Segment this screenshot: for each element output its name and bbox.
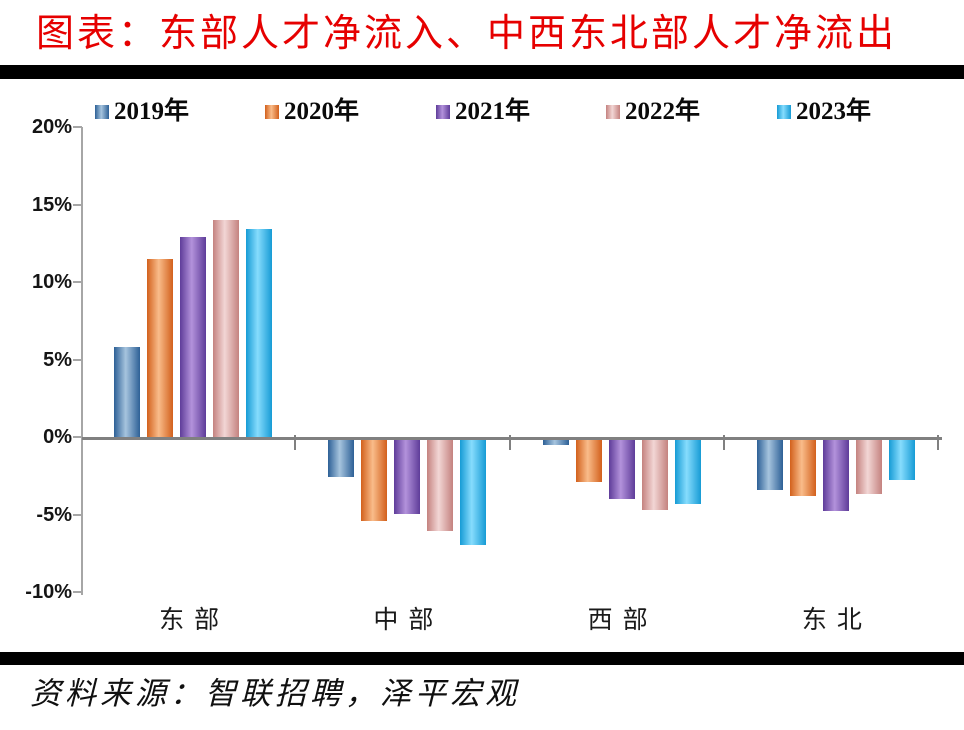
legend-swatch-icon [95, 105, 109, 119]
legend-label: 2019年 [114, 98, 190, 125]
bar-2020年-东北 [789, 440, 816, 496]
bar-2021年-东部 [180, 237, 206, 437]
category-label-东北: 东北 [801, 607, 872, 634]
y-axis-tick [73, 281, 82, 283]
bar-2021年-中部 [394, 440, 421, 515]
bar-2023年-西部 [674, 440, 701, 504]
bar-2019年-东北 [756, 440, 783, 490]
legend-item-2021年: 2021年 [436, 98, 530, 126]
legend-label: 2021年 [455, 98, 531, 125]
y-axis-line [81, 127, 83, 595]
x-axis-tick [508, 435, 511, 450]
category-label-东部: 东部 [159, 607, 230, 634]
bar-2022年-东部 [213, 220, 239, 437]
x-axis-tick [937, 435, 939, 450]
y-axis-tick-label: 15% [31, 193, 72, 216]
bar-2023年-东部 [246, 229, 272, 437]
bar-2019年-东部 [114, 347, 140, 437]
bar-2019年-中部 [328, 440, 355, 478]
y-axis-tick [73, 591, 82, 593]
y-axis-tick-label: 10% [31, 271, 72, 293]
y-axis-tick [73, 203, 82, 206]
legend-item-2023年: 2023年 [777, 98, 871, 126]
y-axis-tick-label: -5% [36, 503, 72, 526]
bar-2021年-西部 [608, 440, 635, 499]
legend-swatch-icon [436, 105, 450, 119]
bar-2022年-中部 [427, 440, 454, 532]
category-label-中部: 中部 [373, 607, 444, 634]
x-axis-tick [722, 435, 725, 450]
legend-label: 2020年 [284, 98, 360, 125]
y-axis-tick-label: 20% [31, 116, 72, 138]
bar-2023年-中部 [460, 440, 487, 546]
y-axis-tick [73, 358, 82, 361]
bar-2021年-东北 [822, 440, 849, 512]
bar-2020年-西部 [575, 440, 602, 482]
legend-item-2019年: 2019年 [95, 98, 189, 126]
source-note: 资料来源：智联招聘，泽平宏观 [30, 676, 520, 711]
x-axis-tick [294, 435, 297, 450]
bar-2023年-东北 [888, 440, 915, 481]
legend-label: 2023年 [796, 98, 872, 125]
bar-2020年-中部 [361, 440, 388, 521]
legend-item-2020年: 2020年 [265, 98, 359, 126]
bar-2019年-西部 [542, 440, 569, 445]
y-axis-tick [73, 436, 82, 438]
x-axis-line [82, 437, 942, 440]
legend-item-2022年: 2022年 [606, 98, 700, 126]
y-axis-tick [73, 513, 82, 516]
bar-2022年-东北 [855, 440, 882, 495]
y-axis-tick-label: 0% [43, 426, 72, 448]
chart-title: 图表：东部人才净流入、中西东北部人才净流出 [36, 13, 898, 55]
legend-swatch-icon [265, 105, 279, 119]
legend-swatch-icon [606, 105, 620, 119]
bottom-divider-bar [0, 652, 964, 665]
legend-label: 2022年 [625, 98, 701, 125]
y-axis-tick [73, 126, 82, 128]
legend-swatch-icon [777, 105, 791, 119]
category-label-西部: 西部 [587, 607, 658, 634]
top-divider-bar [0, 65, 964, 79]
y-axis-tick-label: 5% [43, 348, 72, 371]
bar-2022年-西部 [641, 440, 668, 510]
bar-2020年-东部 [147, 258, 173, 437]
y-axis-tick-label: -10% [25, 581, 72, 603]
